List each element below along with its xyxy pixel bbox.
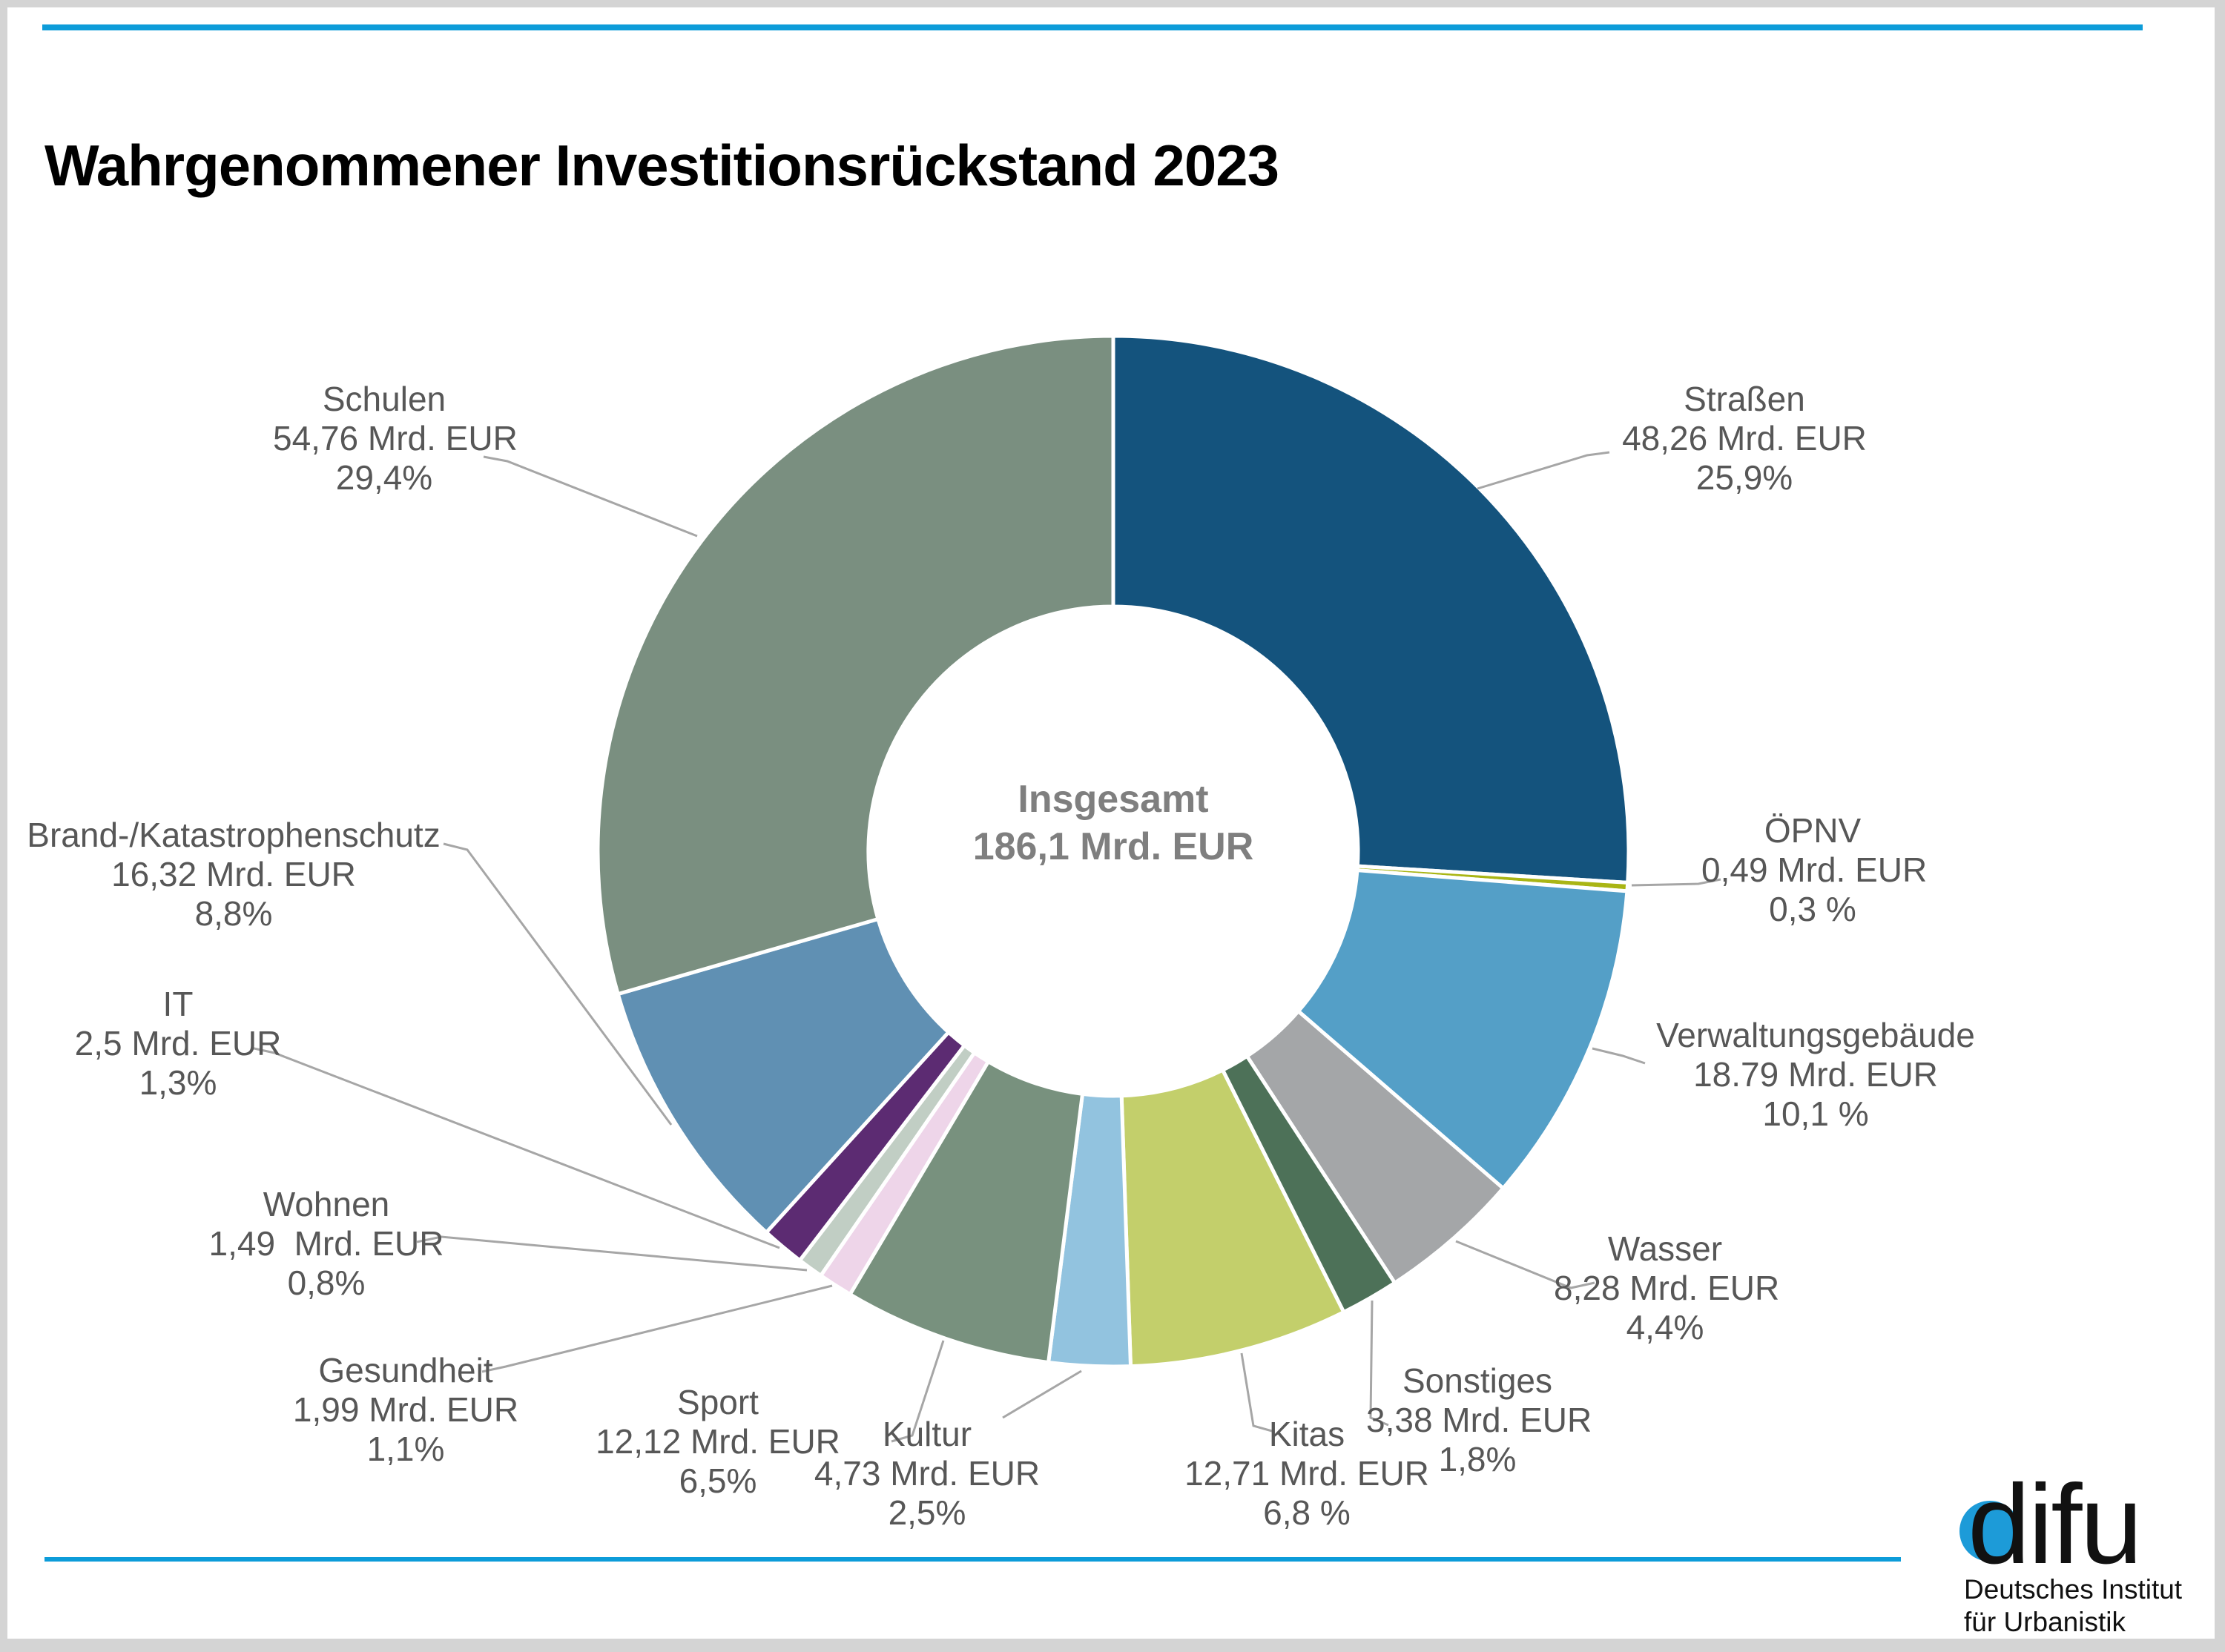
segment-label-kitas-label: Kitas — [1268, 1415, 1345, 1453]
segment-label-oepnv: ÖPNV 0,49 Mrd. EUR 0,3 % — [1701, 811, 1928, 929]
difu-logo-dot — [1959, 1501, 2020, 1562]
segment-label-kultur: Kultur 4,73 Mrd. EUR 2,5% — [808, 1415, 1046, 1533]
donut-slices — [596, 334, 1631, 1369]
segment-label-gesundheit-label: Gesundheit — [318, 1351, 493, 1390]
segment-label-schulen: Schulen 54,76 Mrd. EUR 29,4% — [273, 380, 518, 498]
segment-label-kitas: Kitas 12,71 Mrd. EUR 6,8 % — [1181, 1415, 1433, 1533]
segment-label-wohnen-value_label: 1,49 Mrd. EUR — [208, 1224, 444, 1263]
segment-label-kultur-percent_label: 2,5% — [888, 1493, 966, 1532]
segment-label-verwaltung-value_label: 18.79 Mrd. EUR — [1693, 1055, 1938, 1094]
segment-label-verwaltung-percent_label: 10,1 % — [1762, 1094, 1869, 1133]
segment-label-schulen-value_label: 54,76 Mrd. EUR — [273, 419, 518, 457]
segment-label-strassen-value_label: 48,26 Mrd. EUR — [1622, 419, 1867, 457]
leader-line-wohnen — [416, 1235, 808, 1272]
segment-label-wasser: Wasser 8,28 Mrd. EUR 4,4% — [1554, 1229, 1780, 1347]
segment-label-schulen-label: Schulen — [322, 380, 446, 418]
segment-label-oepnv-percent_label: 0,3 % — [1769, 890, 1856, 928]
segment-label-brand-percent_label: 8,8% — [194, 894, 273, 933]
bottom-accent-rule — [44, 1557, 1901, 1562]
segment-label-it-percent_label: 1,3% — [139, 1063, 217, 1102]
segment-label-kitas-percent_label: 6,8 % — [1263, 1493, 1351, 1532]
segment-label-gesundheit: Gesundheit 1,99 Mrd. EUR 1,1% — [280, 1351, 532, 1469]
leader-line-gesundheit — [481, 1284, 833, 1373]
segment-label-kitas-value_label: 12,71 Mrd. EUR — [1184, 1454, 1429, 1493]
segment-label-sport: Sport 12,12 Mrd. EUR 6,5% — [584, 1383, 851, 1501]
segment-label-wohnen: Wohnen 1,49 Mrd. EUR 0,8% — [200, 1185, 452, 1303]
donut-center-label: Insgesamt 186,1 Mrd. EUR — [891, 776, 1336, 870]
segment-label-brand-value_label: 16,32 Mrd. EUR — [111, 855, 356, 893]
leader-line-strassen — [1477, 451, 1610, 490]
segment-label-gesundheit-percent_label: 1,1% — [366, 1430, 445, 1468]
segment-label-it: IT 2,5 Mrd. EUR 1,3% — [67, 985, 289, 1103]
segment-label-wohnen-percent_label: 0,8% — [287, 1263, 366, 1302]
segment-label-sport-percent_label: 6,5% — [679, 1461, 757, 1500]
segment-label-strassen-percent_label: 25,9% — [1695, 458, 1793, 497]
segment-label-wasser-value_label: 8,28 Mrd. EUR — [1554, 1269, 1780, 1307]
leader-line-brand — [443, 842, 673, 1126]
segment-label-schulen-percent_label: 29,4% — [335, 458, 433, 497]
segment-label-sonstiges-label: Sonstiges — [1402, 1361, 1552, 1400]
segment-label-sport-label: Sport — [677, 1383, 759, 1421]
segment-label-verwaltung: Verwaltungsgebäude 18.79 Mrd. EUR 10,1 % — [1649, 1016, 1982, 1134]
slice-schulen — [596, 334, 1115, 997]
leader-line-sonstiges — [1369, 1300, 1389, 1427]
segment-label-sonstiges-value_label: 3,38 Mrd. EUR — [1366, 1401, 1592, 1439]
slice-brand — [616, 917, 951, 1235]
chart-title: Wahrgenommener Investitionsrückstand 202… — [44, 133, 1279, 199]
segment-label-sonstiges: Sonstiges 3,38 Mrd. EUR 1,8% — [1366, 1361, 1592, 1479]
segment-label-wasser-percent_label: 4,4% — [1626, 1308, 1704, 1347]
segment-label-brand-label: Brand-/Katastrophenschutz — [27, 816, 441, 854]
leader-line-sport — [891, 1340, 945, 1443]
segment-label-sport-value_label: 12,12 Mrd. EUR — [596, 1422, 840, 1461]
segment-label-oepnv-value_label: 0,49 Mrd. EUR — [1701, 850, 1928, 889]
top-accent-rule — [42, 24, 2143, 30]
slice-strassen — [1111, 334, 1631, 885]
difu-logo-wordmark: difu — [1968, 1474, 2140, 1587]
leader-line-oepnv — [1631, 878, 1721, 887]
segment-label-it-value_label: 2,5 Mrd. EUR — [74, 1024, 282, 1063]
difu-logo: difu Deutsches Institut für Urbanistik — [1943, 1461, 2218, 1645]
center-label-title: Insgesamt — [1018, 778, 1209, 821]
slice-verwaltung — [1296, 868, 1629, 1191]
leader-lines — [250, 451, 1721, 1443]
difu-logo-line2: für Urbanistik — [1964, 1607, 2126, 1637]
leader-line-schulen — [483, 455, 698, 538]
segment-label-kultur-label: Kultur — [882, 1415, 972, 1453]
segment-label-sonstiges-percent_label: 1,8% — [1438, 1440, 1517, 1478]
leader-line-it — [250, 1046, 780, 1249]
segment-label-kultur-value_label: 4,73 Mrd. EUR — [814, 1454, 1041, 1493]
leader-line-kitas — [1240, 1352, 1273, 1433]
segment-label-wohnen-label: Wohnen — [263, 1185, 390, 1223]
segment-label-it-label: IT — [162, 985, 194, 1023]
segment-label-strassen-label: Straßen — [1684, 380, 1805, 418]
center-label-value: 186,1 Mrd. EUR — [972, 825, 1254, 868]
leader-line-verwaltung — [1592, 1047, 1646, 1065]
segment-label-wasser-label: Wasser — [1607, 1229, 1723, 1268]
segment-label-verwaltung-label: Verwaltungsgebäude — [1656, 1016, 1975, 1054]
segment-label-gesundheit-value_label: 1,99 Mrd. EUR — [292, 1390, 519, 1429]
segment-label-strassen: Straßen 48,26 Mrd. EUR 25,9% — [1596, 380, 1893, 498]
segment-label-brand: Brand-/Katastrophenschutz 16,32 Mrd. EUR 8… — [11, 816, 456, 934]
segment-label-oepnv-label: ÖPNV — [1764, 811, 1862, 850]
leader-line-wasser — [1455, 1240, 1595, 1289]
difu-logo-line1: Deutsches Institut — [1964, 1574, 2183, 1605]
leader-line-kultur — [1002, 1369, 1082, 1419]
